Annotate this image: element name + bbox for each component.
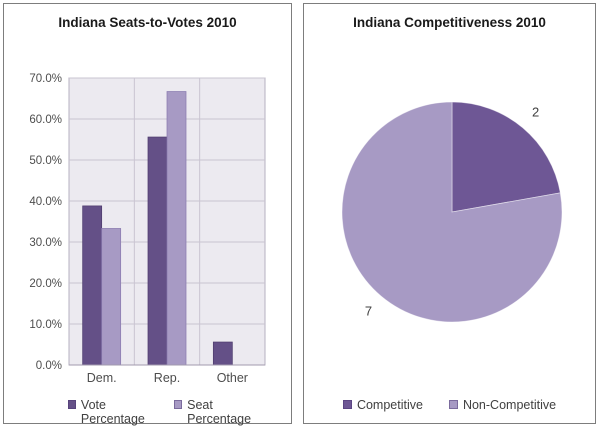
y-tick-label: 50.0% [29, 155, 62, 167]
y-tick-label: 0.0% [36, 360, 62, 372]
pie-slice-competitive [451, 101, 561, 213]
pie-chart-plot: 27 [341, 101, 563, 323]
bar-dem-vote-percentage [82, 205, 103, 366]
y-tick-label: 10.0% [29, 319, 62, 331]
pie-chart-legend: Competitive Non-Competitive [304, 398, 595, 412]
bar-chart-plot: 0.0% 10.0% 20.0% 30.0% 40.0% 50.0% 60.0% 70.0% D… [29, 73, 266, 385]
legend-item-competitive: Competitive [342, 398, 423, 412]
x-category-label-other: Other [217, 371, 248, 385]
legend-item-seat-percentage: Seat Percentage [174, 398, 266, 426]
legend-label-seat-percentage: Seat Percentage [187, 398, 252, 426]
y-tick-label: 40.0% [29, 196, 62, 208]
pie-chart-title: Indiana Competitiveness 2010 [353, 15, 546, 30]
x-category-label-rep: Rep. [154, 371, 180, 385]
legend-label-non-competitive: Non-Competitive [462, 398, 557, 412]
competitive-swatch-icon [342, 400, 352, 409]
vote-percentage-swatch-icon [68, 400, 76, 409]
y-tick-label: 70.0% [29, 73, 62, 85]
pie-slice-non-competitive [341, 101, 563, 323]
bar-dem-seat-percentage [101, 228, 122, 366]
seats-to-votes-chart-panel: Indiana Seats-to-Votes 2010 0.0% 10.0% 20.… [3, 3, 292, 426]
bar-chart-title: Indiana Seats-to-Votes 2010 [58, 15, 237, 30]
y-tick-label: 60.0% [29, 114, 62, 126]
bar-other-vote-percentage [212, 341, 233, 366]
pie-data-label-competitive: 2 [532, 104, 539, 119]
bar-chart-legend: Vote Percentage Seat Percentage [68, 398, 266, 426]
pie-data-label-non-competitive: 7 [365, 304, 372, 319]
bar-rep-seat-percentage [166, 91, 187, 366]
legend-item-non-competitive: Non-Competitive [448, 398, 557, 412]
legend-item-vote-percentage: Vote Percentage [68, 398, 159, 426]
non-competitive-swatch-icon [448, 400, 458, 409]
bar-rep-vote-percentage [147, 136, 168, 366]
legend-label-vote-percentage: Vote Percentage [80, 398, 145, 426]
legend-label-competitive: Competitive [356, 398, 423, 412]
x-category-label-dem: Dem. [87, 371, 117, 385]
seat-percentage-swatch-icon [174, 400, 183, 409]
y-tick-label: 30.0% [29, 237, 62, 249]
y-tick-label: 20.0% [29, 278, 62, 290]
